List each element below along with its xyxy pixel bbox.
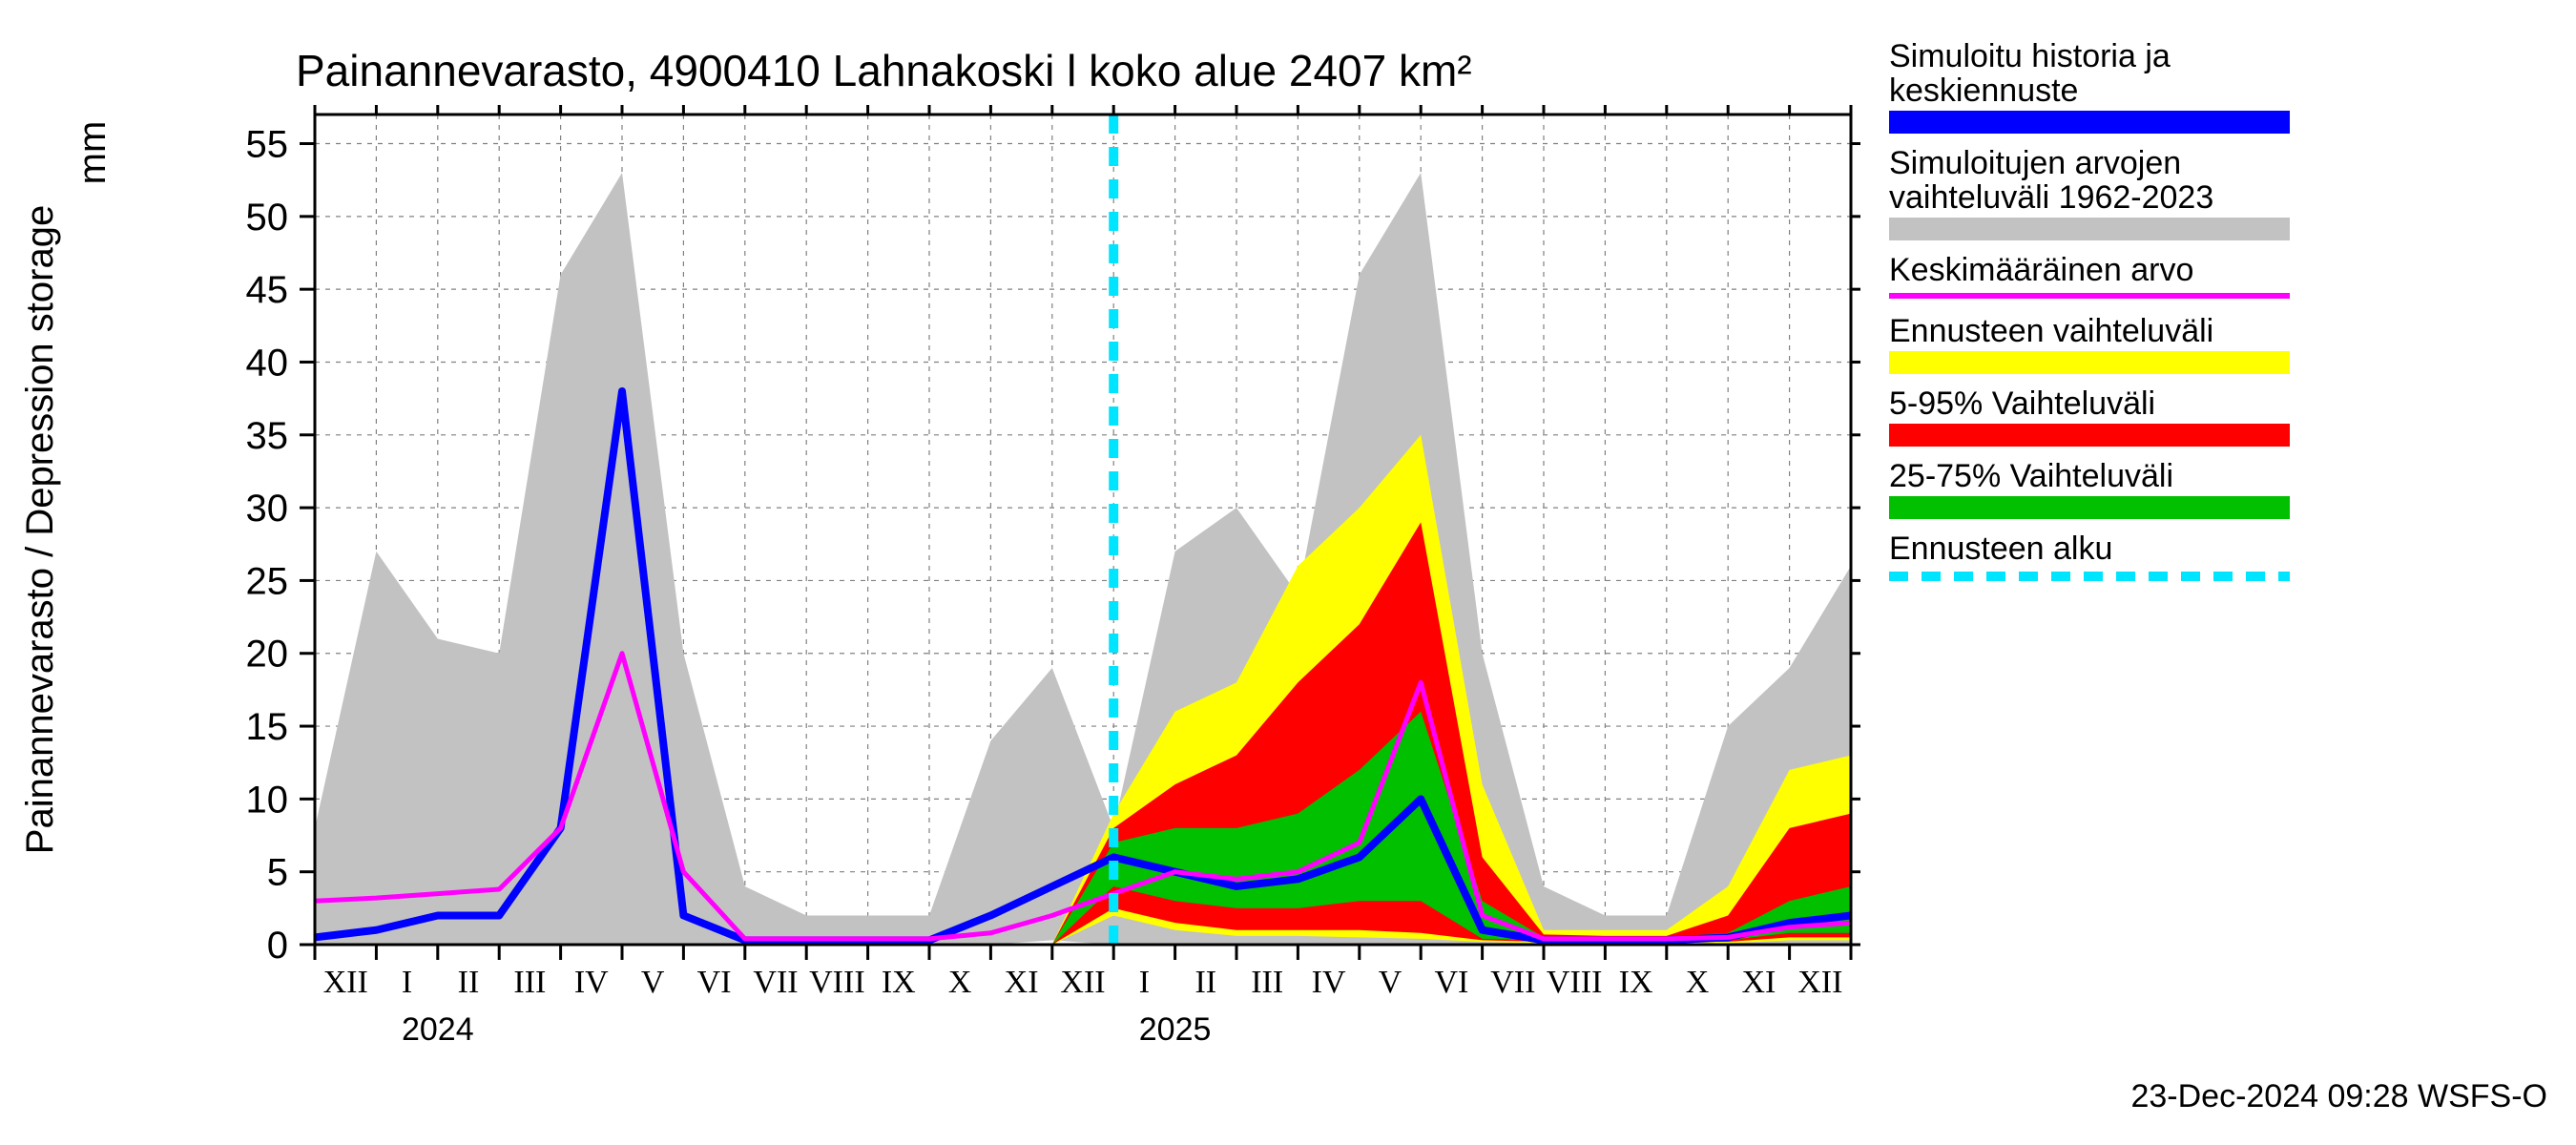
svg-text:Simuloitu historia ja: Simuloitu historia ja	[1889, 38, 2171, 74]
svg-text:XII: XII	[1797, 965, 1842, 1000]
svg-text:V: V	[641, 965, 665, 1000]
svg-text:XI: XI	[1741, 965, 1776, 1000]
svg-text:I: I	[1139, 965, 1150, 1000]
svg-text:Keskimääräinen arvo: Keskimääräinen arvo	[1889, 252, 2193, 288]
svg-text:10: 10	[246, 779, 289, 821]
chart-svg: 0510152025303540455055XIIIIIIIIIVVVIVIIV…	[0, 0, 2576, 1145]
svg-text:Painannevarasto, 4900410 Lahna: Painannevarasto, 4900410 Lahnakoski l ko…	[296, 46, 1472, 95]
svg-text:VII: VII	[753, 965, 798, 1000]
svg-text:mm: mm	[72, 121, 114, 185]
svg-text:IX: IX	[882, 965, 916, 1000]
svg-text:20: 20	[246, 634, 289, 676]
svg-text:III: III	[513, 965, 546, 1000]
svg-text:IV: IV	[574, 965, 609, 1000]
svg-text:30: 30	[246, 488, 289, 530]
svg-text:2024: 2024	[402, 1011, 474, 1048]
svg-text:25-75% Vaihteluväli: 25-75% Vaihteluväli	[1889, 458, 2173, 494]
svg-text:5-95% Vaihteluväli: 5-95% Vaihteluväli	[1889, 385, 2155, 422]
svg-text:X: X	[948, 965, 972, 1000]
svg-text:VI: VI	[1434, 965, 1468, 1000]
svg-text:VII: VII	[1490, 965, 1535, 1000]
svg-text:25: 25	[246, 560, 289, 602]
svg-text:XI: XI	[1005, 965, 1039, 1000]
svg-text:keskiennuste: keskiennuste	[1889, 73, 2078, 109]
svg-text:Simuloitujen arvojen: Simuloitujen arvojen	[1889, 145, 2181, 181]
svg-text:XII: XII	[1060, 965, 1105, 1000]
svg-text:VIII: VIII	[809, 965, 865, 1000]
chart-container: 0510152025303540455055XIIIIIIIIIVVVIVIIV…	[0, 0, 2576, 1145]
svg-text:Ennusteen vaihteluväli: Ennusteen vaihteluväli	[1889, 313, 2213, 349]
svg-text:II: II	[458, 965, 480, 1000]
svg-text:VIII: VIII	[1547, 965, 1603, 1000]
svg-text:15: 15	[246, 706, 289, 748]
svg-text:III: III	[1251, 965, 1283, 1000]
svg-text:IV: IV	[1312, 965, 1346, 1000]
svg-text:55: 55	[246, 124, 289, 166]
svg-text:2025: 2025	[1139, 1011, 1212, 1048]
svg-text:Ennusteen alku: Ennusteen alku	[1889, 531, 2112, 567]
svg-text:0: 0	[267, 925, 288, 967]
svg-text:5: 5	[267, 852, 288, 894]
svg-text:35: 35	[246, 415, 289, 457]
svg-text:XII: XII	[323, 965, 368, 1000]
svg-text:II: II	[1195, 965, 1216, 1000]
svg-text:Painannevarasto / Depression s: Painannevarasto / Depression storage	[19, 205, 61, 854]
svg-text:vaihteluväli 1962-2023: vaihteluväli 1962-2023	[1889, 179, 2213, 216]
svg-text:X: X	[1686, 965, 1710, 1000]
svg-text:23-Dec-2024 09:28 WSFS-O: 23-Dec-2024 09:28 WSFS-O	[2130, 1078, 2547, 1114]
svg-text:I: I	[402, 965, 412, 1000]
svg-text:IX: IX	[1619, 965, 1653, 1000]
svg-text:50: 50	[246, 197, 289, 239]
svg-text:40: 40	[246, 342, 289, 384]
svg-text:V: V	[1379, 965, 1402, 1000]
svg-text:VI: VI	[697, 965, 732, 1000]
svg-text:45: 45	[246, 269, 289, 311]
